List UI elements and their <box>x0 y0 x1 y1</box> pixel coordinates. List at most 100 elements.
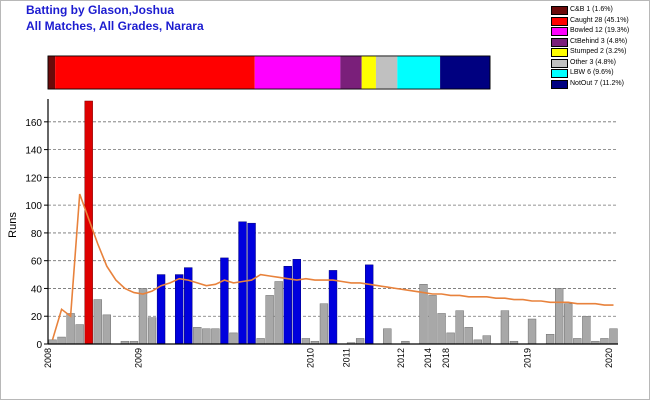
innings-bar <box>555 288 564 345</box>
legend-label: Bowled 12 (19.3%) <box>570 27 630 34</box>
innings-bar <box>247 222 256 345</box>
legend-label: CtBehind 3 (4.8%) <box>570 37 628 45</box>
y-tick-label: 140 <box>25 146 42 157</box>
legend-item: LBW 6 (9.6%) <box>551 68 647 79</box>
innings-bar <box>211 328 220 345</box>
x-tick-label: 2020 <box>604 348 614 368</box>
innings-bar <box>473 339 482 345</box>
innings-bar <box>464 327 473 345</box>
legend-label: C&B 1 (1.6%) <box>570 6 613 13</box>
x-tick-label: 2011 <box>342 348 352 367</box>
y-tick-label: 100 <box>25 201 42 212</box>
innings-bar <box>57 336 66 345</box>
innings-bar <box>600 338 609 345</box>
innings-bar <box>220 257 229 345</box>
x-tick-label: 2012 <box>396 348 406 368</box>
x-tick-label: 2010 <box>305 348 315 368</box>
chart-title: Batting by Glason,Joshua <box>26 3 175 17</box>
chart-subtitle: All Matches, All Grades, Narara <box>26 19 204 33</box>
innings-bar <box>319 303 329 345</box>
y-tick-label: 0 <box>36 340 42 351</box>
y-tick-label: 40 <box>31 284 43 295</box>
innings-bar <box>437 313 446 345</box>
legend-swatch <box>551 27 568 36</box>
innings-bar <box>527 318 537 345</box>
legend-item: Caught 28 (45.1%) <box>551 16 647 27</box>
x-tick-label: 2008 <box>43 348 53 368</box>
innings-bar <box>274 281 283 345</box>
dismissal-segment <box>55 56 255 89</box>
innings-bar <box>545 334 555 345</box>
y-tick-label: 120 <box>25 173 42 184</box>
legend-label: Caught 28 (45.1%) <box>570 16 629 24</box>
y-tick-label: 20 <box>31 312 43 323</box>
legend-swatch <box>551 58 568 68</box>
legend-item: Stumped 2 (3.2%) <box>551 47 647 58</box>
legend-item: Other 3 (4.8%) <box>551 58 647 69</box>
innings-bar <box>301 338 311 345</box>
innings-bar <box>573 338 582 345</box>
dismissal-segment <box>397 56 441 89</box>
legend-label: NotOut 7 (11.2%) <box>570 79 624 87</box>
innings-bar <box>582 315 591 345</box>
innings-bar <box>428 295 437 345</box>
innings-bar <box>256 338 265 345</box>
dismissal-segment <box>375 56 398 89</box>
innings-bar <box>609 328 618 345</box>
innings-bar <box>193 327 202 345</box>
legend-item: CtBehind 3 (4.8%) <box>551 37 647 48</box>
innings-bar <box>328 270 338 345</box>
innings-bar <box>455 310 464 345</box>
y-axis-label: Runs <box>7 212 19 238</box>
dismissal-segment <box>254 56 341 89</box>
legend-swatch <box>551 79 568 89</box>
innings-bar <box>238 221 247 345</box>
innings-bar <box>75 324 84 345</box>
innings-bar <box>48 339 57 345</box>
legend-label: Other 3 (4.8%) <box>570 58 616 66</box>
y-tick-label: 80 <box>31 229 43 240</box>
innings-bar <box>365 264 374 345</box>
legend-item: Bowled 12 (19.3%) <box>551 26 647 37</box>
legend-label: Stumped 2 (3.2%) <box>570 48 627 55</box>
innings-bar <box>482 335 491 345</box>
innings-bar <box>102 314 111 345</box>
legend-swatch <box>551 16 568 26</box>
innings-bar <box>500 310 510 345</box>
dismissal-segment <box>440 56 490 89</box>
legend-item: NotOut 7 (11.2%) <box>551 79 647 90</box>
y-tick-label: 160 <box>25 118 42 129</box>
x-tick-label: 2018 <box>441 348 451 368</box>
innings-bar <box>564 303 573 345</box>
legend: C&B 1 (1.6%) Caught 28 (45.1%) Bowled 12 (… <box>551 5 647 89</box>
innings-bar <box>383 328 392 345</box>
innings-bar <box>229 332 238 345</box>
dismissal-segment <box>340 56 362 89</box>
x-tick-label: 2009 <box>133 348 143 368</box>
dismissal-segment <box>361 56 376 89</box>
legend-swatch <box>551 6 568 15</box>
innings-bar <box>292 259 301 345</box>
legend-swatch <box>551 48 568 57</box>
innings-bar <box>138 288 148 345</box>
y-tick-label: 60 <box>31 257 43 268</box>
innings-bar <box>175 274 184 345</box>
legend-swatch <box>551 69 568 78</box>
innings-bar <box>202 328 211 345</box>
innings-bar <box>265 295 274 345</box>
x-tick-label: 2019 <box>523 348 533 368</box>
innings-bar <box>66 313 75 345</box>
legend-swatch <box>551 37 568 47</box>
x-tick-label: 2014 <box>423 348 433 368</box>
dismissal-segment <box>48 56 56 89</box>
innings-bar <box>84 100 93 345</box>
dismissal-strip-border <box>47 55 491 90</box>
legend-item: C&B 1 (1.6%) <box>551 5 647 16</box>
average-trend-line <box>51 193 614 341</box>
legend-label: LBW 6 (9.6%) <box>570 69 614 76</box>
innings-bar <box>355 338 365 345</box>
innings-bar <box>93 299 102 345</box>
innings-bar <box>147 317 157 345</box>
innings-bar <box>446 332 455 345</box>
